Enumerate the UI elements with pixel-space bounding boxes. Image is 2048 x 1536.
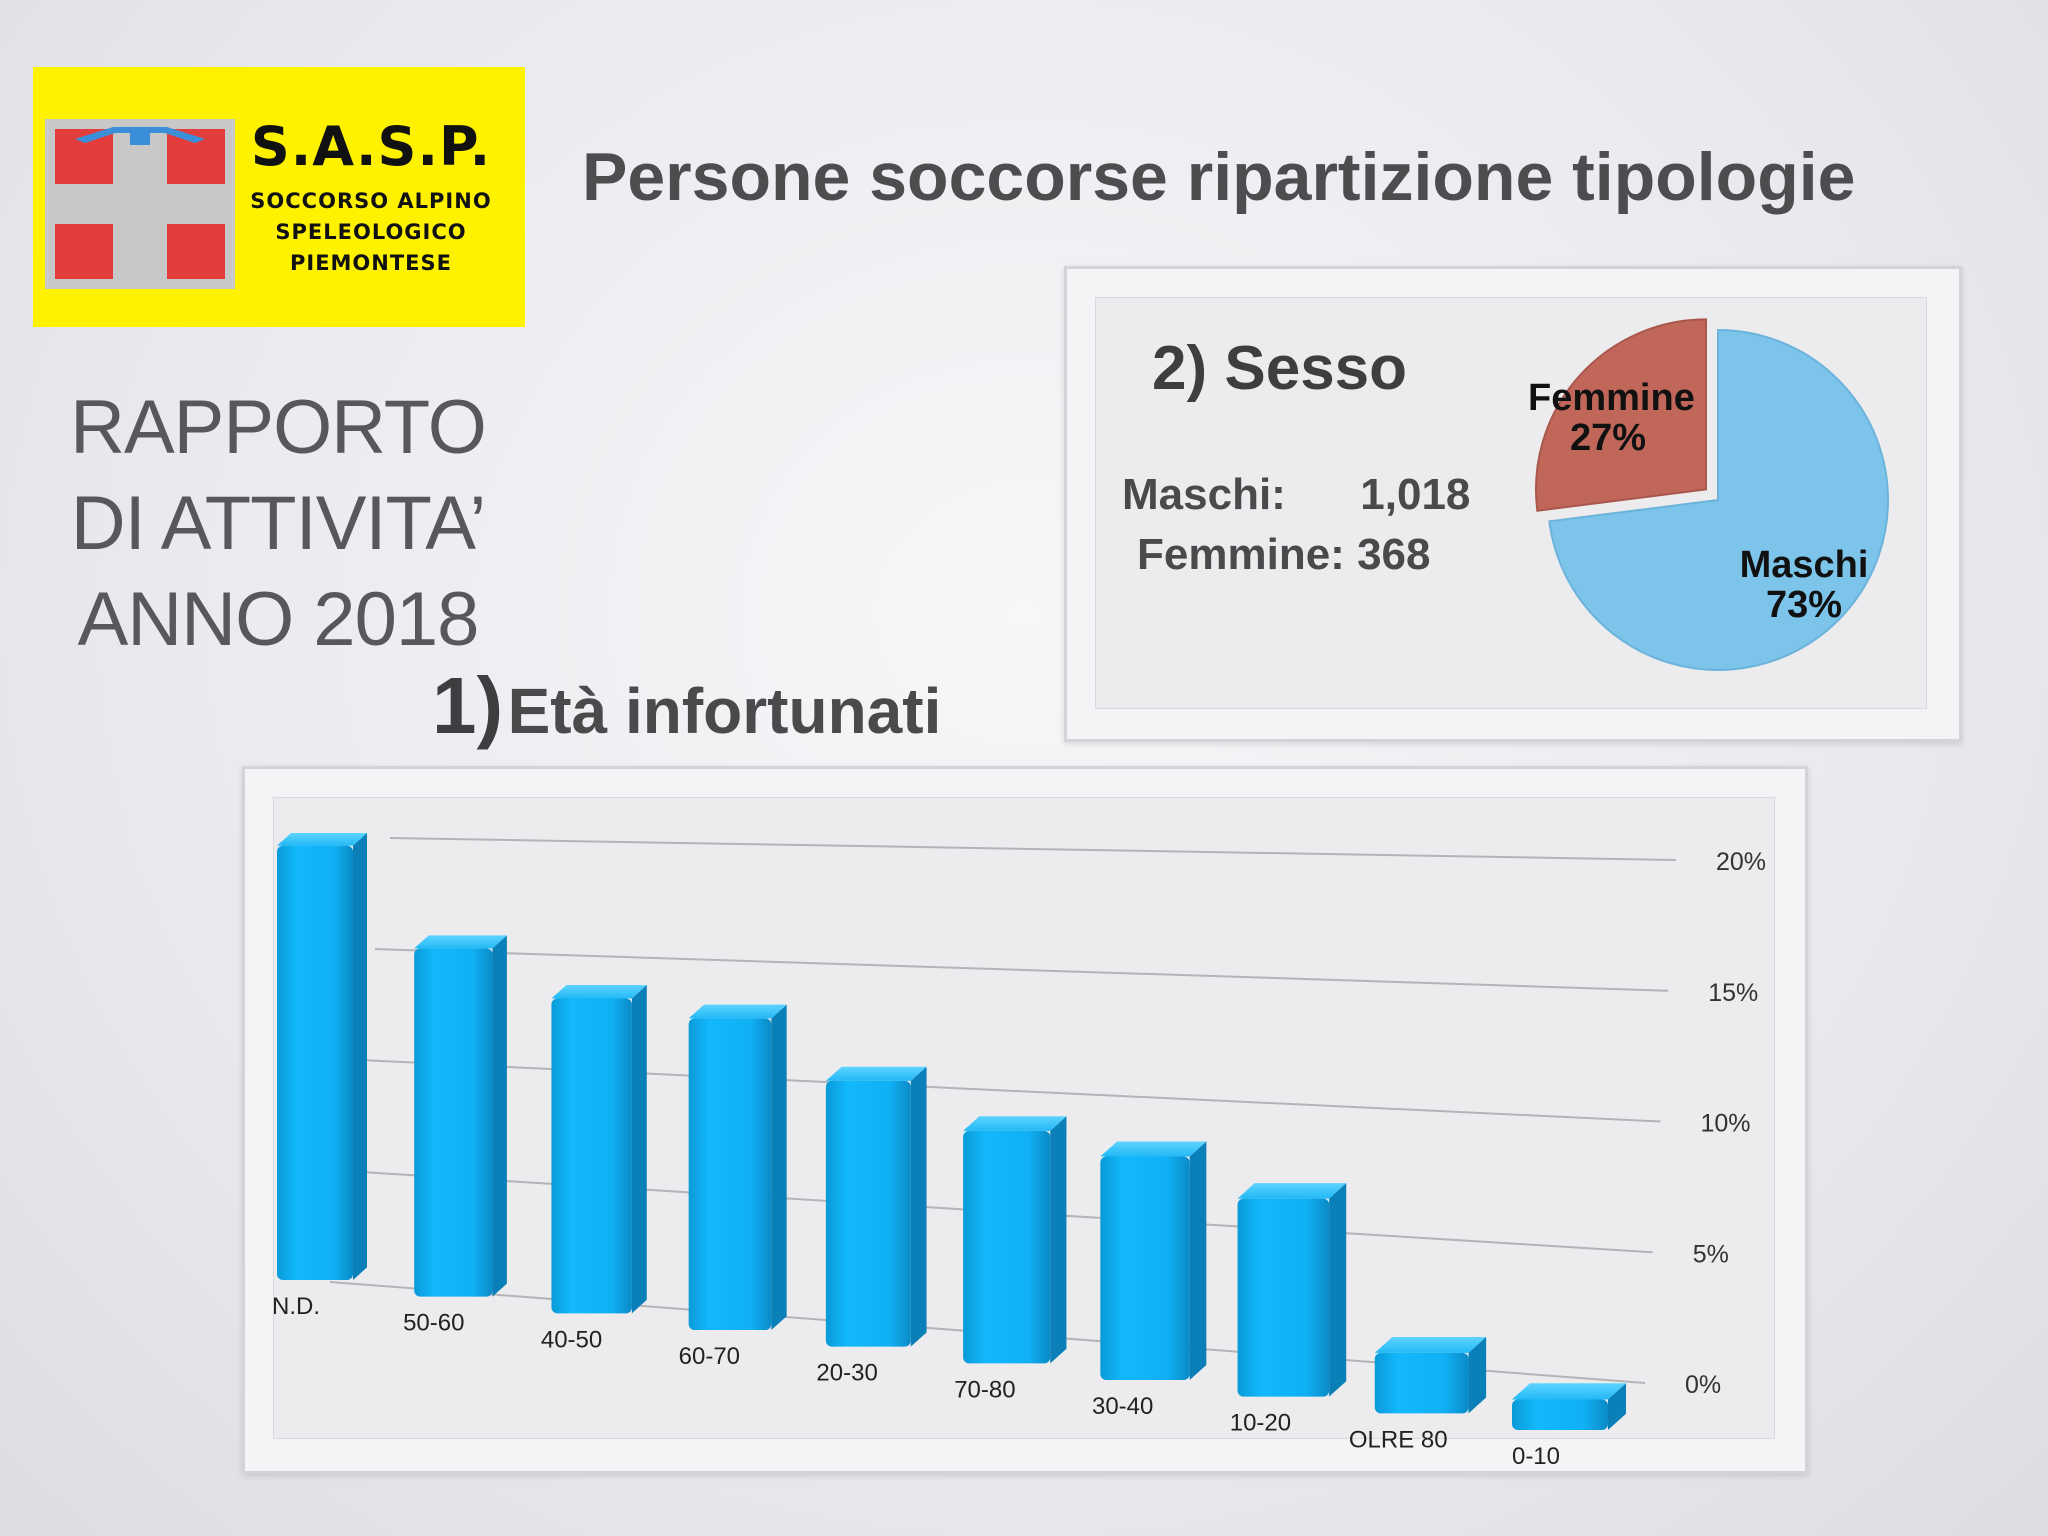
logo-line-2: SPELEOLOGICO	[275, 220, 467, 244]
report-line-3: ANNO 2018	[77, 577, 480, 662]
y-tick-label: 10%	[1701, 1110, 1751, 1138]
sasp-logo: S.A.S.P. SOCCORSO ALPINO SPELEOLOGICO PI…	[33, 67, 525, 327]
age-section-number: 1)	[432, 661, 504, 750]
male-value: 1,018	[1360, 470, 1471, 519]
pie-slice-femmine	[1534, 318, 1707, 512]
pie-label-femmine: Femmine 27%	[1528, 377, 1695, 459]
report-heading: RAPPORTO DI ATTIVITA’ ANNO 2018	[58, 380, 498, 668]
female-label: Femmine:	[1137, 530, 1345, 579]
male-count-row: Maschi: 1,018	[1122, 470, 1470, 520]
x-tick-label: 20-30	[816, 1360, 877, 1387]
x-tick-label: 40-50	[541, 1326, 602, 1353]
pie-label-femmine-pct: 27%	[1569, 417, 1647, 459]
pie-label-maschi: Maschi 73%	[1724, 545, 1884, 625]
logo-line-1: SOCCORSO ALPINO	[250, 189, 492, 213]
pie-label-maschi-pct: 73%	[1765, 584, 1843, 626]
pie-label-femmine-name: Femmine	[1528, 377, 1695, 419]
female-value: 368	[1357, 530, 1431, 579]
sex-section-title: 2) Sesso	[1152, 334, 1408, 403]
x-tick-label: 30-40	[1092, 1393, 1153, 1420]
x-tick-label: 50-60	[403, 1310, 464, 1337]
pie-slice-maschi	[1548, 328, 1889, 671]
y-tick-label: 0%	[1685, 1371, 1721, 1399]
bar-n-d-	[277, 832, 367, 1280]
male-label: Maschi:	[1122, 470, 1286, 519]
bar-10-20	[1237, 1183, 1347, 1397]
bar-50-60	[414, 935, 507, 1297]
sex-pie-chart	[1534, 318, 1889, 671]
x-tick-label: N.D.	[272, 1293, 320, 1320]
page-title: Persone soccorse ripartizione tipologie	[582, 139, 1856, 215]
x-tick-label: 70-80	[954, 1376, 1015, 1403]
x-tick-label: OLRE 80	[1349, 1426, 1448, 1453]
bar-60-70	[688, 1004, 787, 1330]
y-tick-label: 5%	[1693, 1240, 1729, 1268]
pie-label-maschi-name: Maschi	[1739, 544, 1869, 586]
x-tick-label: 0-10	[1512, 1443, 1560, 1470]
logo-line-3: PIEMONTESE	[289, 251, 452, 275]
x-tick-label: 60-70	[679, 1343, 740, 1370]
bar-70-80	[963, 1116, 1067, 1364]
female-count-row: Femmine: 368	[1137, 530, 1430, 580]
bar-30-40	[1100, 1141, 1207, 1380]
report-line-1: RAPPORTO	[70, 385, 487, 470]
report-line-2: DI ATTIVITA’	[70, 481, 486, 566]
bar-0-10	[1512, 1383, 1626, 1430]
bar-40-50	[551, 985, 647, 1314]
y-tick-label: 15%	[1708, 979, 1758, 1007]
gridline-15pct	[374, 948, 1669, 992]
age-section-title: 1) Età infortunati	[432, 660, 941, 752]
bar-20-30	[825, 1066, 927, 1347]
age-section-label: Età infortunati	[507, 675, 942, 747]
bar-olre-80	[1374, 1337, 1487, 1414]
gridline-20pct	[389, 837, 1677, 861]
x-tick-label: 10-20	[1230, 1410, 1291, 1437]
alpine-cross-emblem-icon	[45, 119, 235, 289]
y-tick-label: 20%	[1716, 848, 1766, 876]
logo-title: S.A.S.P.	[250, 115, 492, 178]
